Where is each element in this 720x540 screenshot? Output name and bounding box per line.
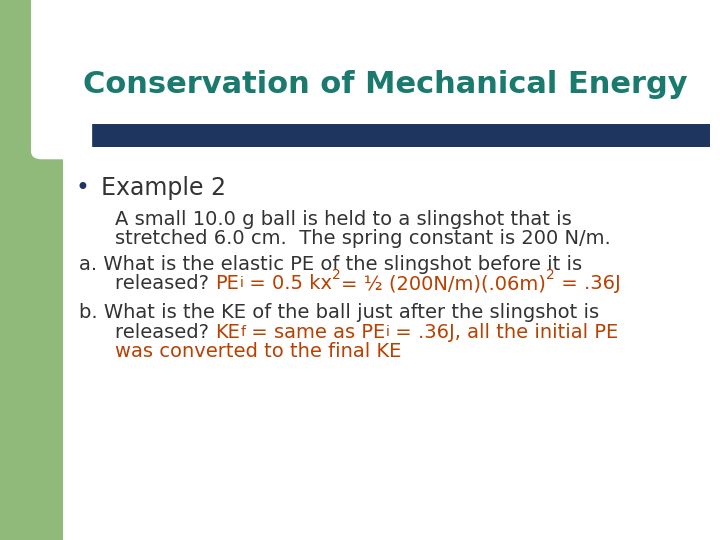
FancyBboxPatch shape <box>31 0 92 159</box>
Text: Conservation of Mechanical Energy: Conservation of Mechanical Energy <box>83 70 688 99</box>
Text: = .36J, all the initial PE: = .36J, all the initial PE <box>390 323 618 342</box>
Text: released?: released? <box>115 323 215 342</box>
Text: f: f <box>240 325 246 339</box>
Text: b. What is the KE of the ball just after the slingshot is: b. What is the KE of the ball just after… <box>79 303 599 322</box>
Text: i: i <box>239 276 243 291</box>
Text: Example 2: Example 2 <box>101 176 226 200</box>
Text: KE: KE <box>215 323 240 342</box>
Text: was converted to the final KE: was converted to the final KE <box>115 342 402 361</box>
Text: i: i <box>386 325 390 339</box>
Text: PE: PE <box>215 274 239 293</box>
Text: = 0.5 kx: = 0.5 kx <box>243 274 332 293</box>
Text: a. What is the elastic PE of the slingshot before it is: a. What is the elastic PE of the slingsh… <box>79 255 582 274</box>
Text: A small 10.0 g ball is held to a slingshot that is: A small 10.0 g ball is held to a slingsh… <box>115 210 572 228</box>
Text: = ½ (200N/m)(.06m): = ½ (200N/m)(.06m) <box>341 274 546 293</box>
Bar <box>63 124 710 147</box>
Text: = same as PE: = same as PE <box>246 323 386 342</box>
Text: 2: 2 <box>546 268 554 282</box>
Text: 2: 2 <box>332 268 341 282</box>
Text: stretched 6.0 cm.  The spring constant is 200 N/m.: stretched 6.0 cm. The spring constant is… <box>115 229 611 248</box>
Text: released?: released? <box>115 274 215 293</box>
Text: •: • <box>76 176 89 200</box>
Text: = .36J: = .36J <box>554 274 621 293</box>
Bar <box>0 0 63 540</box>
